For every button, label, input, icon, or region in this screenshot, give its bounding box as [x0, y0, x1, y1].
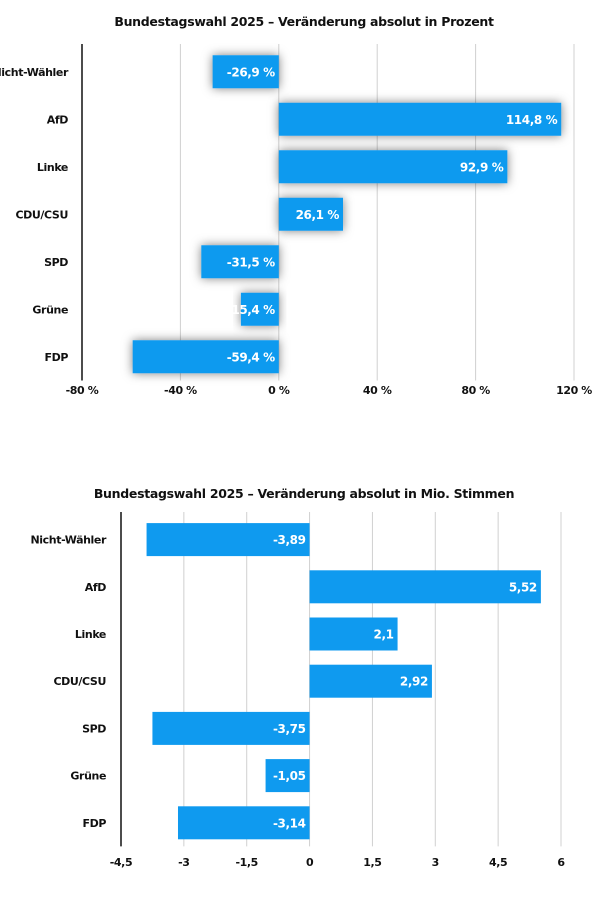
category-label: AfD: [47, 113, 68, 126]
category-label: SPD: [82, 722, 106, 735]
category-label: FDP: [82, 817, 106, 830]
value-label: -26,9 %: [227, 65, 275, 79]
value-label: 5,52: [509, 580, 537, 594]
value-label: 92,9 %: [460, 160, 504, 174]
category-label: Grüne: [32, 303, 68, 316]
category-label: Nicht-Wähler: [0, 66, 69, 79]
category-label: Linke: [37, 161, 68, 174]
value-label: -31,5 %: [227, 255, 275, 269]
chart-percent-title: Bundestagswahl 2025 – Veränderung absolu…: [114, 14, 494, 29]
chart-votes-plot: Nicht-Wähler -3,89 AfD 5,52 Linke 2,1 CDU/CSU 2…: [30, 512, 566, 869]
x-tick-label: -3: [178, 856, 189, 869]
value-label: -15,4 %: [227, 303, 275, 317]
x-tick-label: -4,5: [110, 856, 132, 869]
chart-votes: Nicht-Wähler -3,89 AfD 5,52 Linke 2,1 CDU/CSU 2…: [0, 470, 608, 900]
chart-percent-plot: Nicht-Wähler -26,9 % AfD 114,8 % Linke 92,9 %…: [0, 44, 593, 397]
bar: [152, 711, 310, 745]
value-label: -3,89: [273, 533, 306, 547]
category-label: Nicht-Wähler: [30, 534, 106, 547]
bar: [212, 55, 279, 89]
bar: [132, 340, 279, 374]
x-tick-label: 4,5: [489, 856, 507, 869]
bar: [309, 617, 398, 651]
value-label: 114,8 %: [506, 113, 558, 127]
x-tick-label: 0: [306, 856, 314, 869]
x-tick-label: 6: [557, 856, 565, 869]
x-tick-label: -40 %: [164, 384, 197, 397]
category-label: AfD: [85, 581, 106, 594]
x-tick-label: 120 %: [556, 384, 592, 397]
x-tick-label: 3: [432, 856, 439, 869]
x-tick-label: 0 %: [268, 384, 290, 397]
bar: [201, 245, 279, 279]
bar: [265, 759, 310, 793]
bar: [278, 197, 344, 231]
category-label: Linke: [75, 628, 106, 641]
value-label: -3,14: [273, 816, 306, 830]
bar: [177, 806, 310, 840]
category-label: FDP: [44, 351, 68, 364]
chart-percent: Nicht-Wähler -26,9 % AfD 114,8 % Linke 92,9 %…: [0, 0, 608, 420]
value-label: -3,75: [273, 722, 306, 736]
category-label: SPD: [44, 256, 68, 269]
chart-votes-title: Bundestagswahl 2025 – Veränderung absolu…: [93, 486, 515, 501]
value-label: -59,4 %: [227, 350, 275, 364]
bar: [278, 150, 508, 184]
bar: [309, 664, 432, 698]
x-tick-label: -80 %: [66, 384, 99, 397]
value-label: 2,92: [400, 675, 428, 689]
value-label: 26,1 %: [296, 208, 340, 222]
category-label: CDU/CSU: [16, 208, 69, 221]
bar: [309, 570, 541, 604]
x-tick-label: 1,5: [363, 856, 381, 869]
bar: [146, 523, 310, 557]
category-label: CDU/CSU: [54, 675, 107, 688]
x-tick-label: -1,5: [235, 856, 257, 869]
x-tick-label: 40 %: [363, 384, 392, 397]
x-tick-label: 80 %: [461, 384, 490, 397]
value-label: 2,1: [374, 628, 394, 642]
bar: [240, 292, 279, 326]
value-label: -1,05: [273, 769, 306, 783]
bar: [278, 102, 562, 136]
category-label: Grüne: [70, 770, 106, 783]
